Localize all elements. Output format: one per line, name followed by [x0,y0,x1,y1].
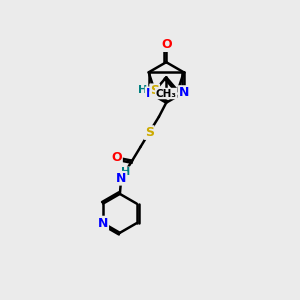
Text: H: H [122,167,131,177]
Text: CH₃: CH₃ [156,88,177,98]
Text: S: S [145,126,154,139]
Text: O: O [111,151,122,164]
Text: N: N [146,87,156,101]
Text: S: S [150,84,159,97]
Text: N: N [116,172,126,185]
Text: N: N [178,86,189,99]
Text: N: N [98,217,108,230]
Text: O: O [161,38,172,51]
Text: H: H [138,85,147,95]
